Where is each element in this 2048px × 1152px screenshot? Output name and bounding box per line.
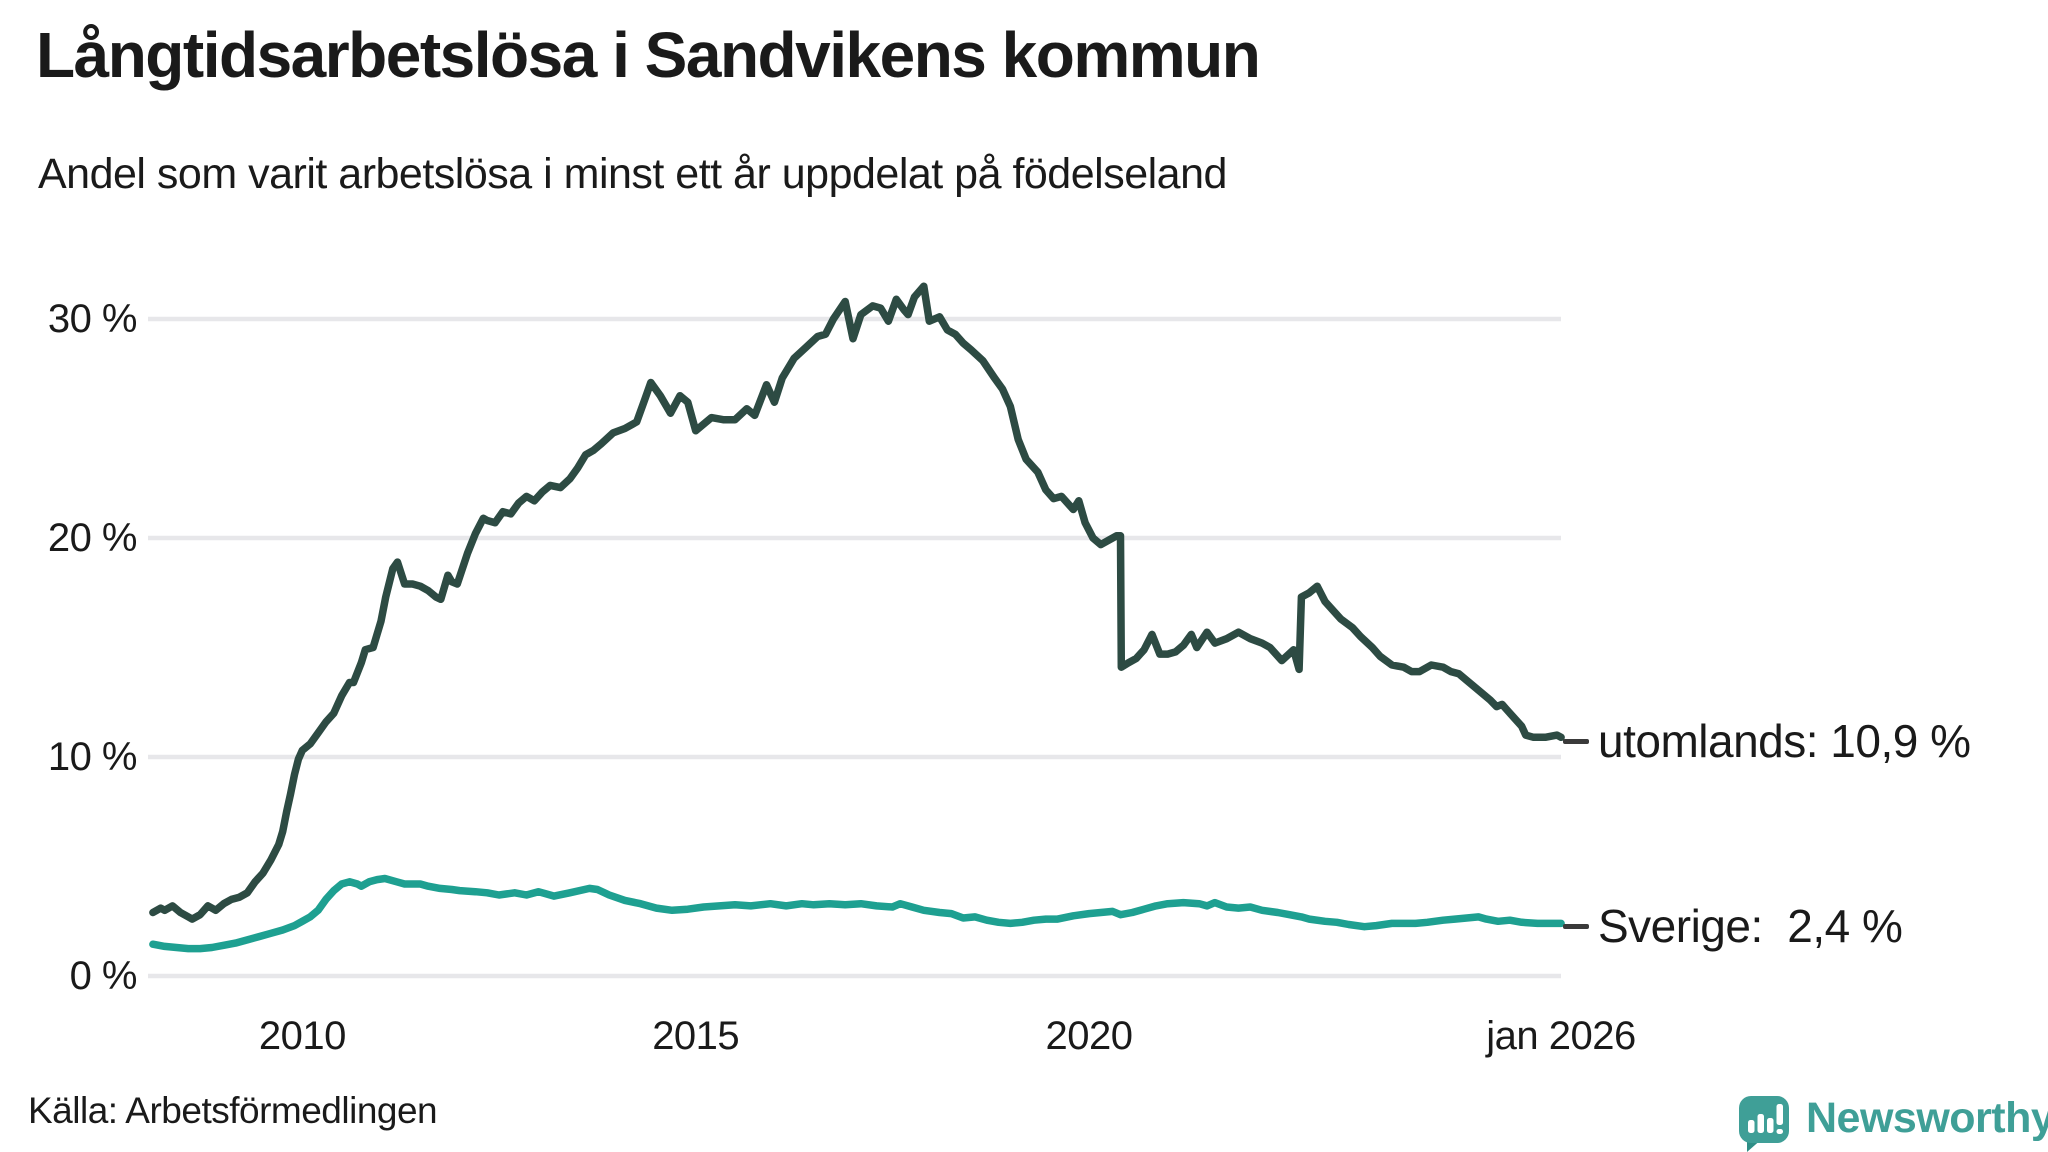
page-title: Långtidsarbetslösa i Sandvikens kommun (36, 19, 1261, 91)
series-line-utomlands (149, 282, 1565, 923)
series-end-label-utomlands-text: utomlands: 10,9 % (1598, 715, 1971, 767)
series-end-label-sverige-text: Sverige: 2,4 % (1598, 900, 1903, 952)
series-line-Sverige (149, 874, 1565, 953)
source-attribution: Källa: Arbetsförmedlingen (28, 1090, 438, 1131)
gridlines (148, 316, 1561, 979)
leader-dash-icon (1563, 738, 1589, 744)
newsworthy-logo-icon (1739, 1096, 1789, 1152)
newsworthy-brand-name: Newsworthy (1806, 1094, 2048, 1142)
series-end-label-sverige: Sverige: 2,4 % (1563, 899, 1903, 953)
leader-dash-icon (1563, 923, 1589, 929)
chart-subtitle: Andel som varit arbetslösa i minst ett å… (38, 150, 1227, 198)
data-series-lines (149, 282, 1565, 953)
series-end-label-utomlands: utomlands: 10,9 % (1563, 714, 1971, 768)
